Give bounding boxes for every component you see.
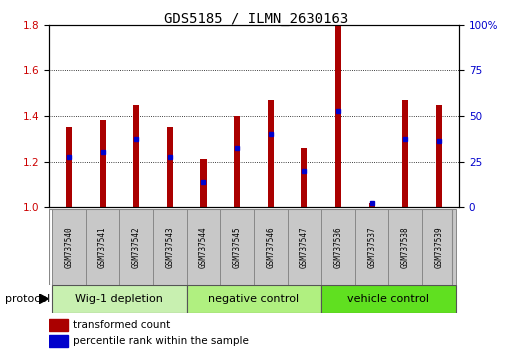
Bar: [52, 285, 187, 313]
Bar: [254, 209, 288, 285]
Bar: [120, 209, 153, 285]
Bar: [355, 209, 388, 285]
Bar: [301, 148, 307, 207]
Bar: [220, 209, 254, 285]
Text: protocol: protocol: [5, 294, 50, 304]
Bar: [167, 127, 173, 207]
Text: GSM737539: GSM737539: [435, 226, 443, 268]
Bar: [153, 209, 187, 285]
Text: Wig-1 depletion: Wig-1 depletion: [75, 294, 163, 304]
Bar: [52, 209, 86, 285]
Text: GSM737546: GSM737546: [266, 226, 275, 268]
Text: GSM737542: GSM737542: [132, 226, 141, 268]
Text: percentile rank within the sample: percentile rank within the sample: [73, 336, 249, 346]
Bar: [100, 120, 106, 207]
Bar: [402, 100, 408, 207]
Text: GSM737544: GSM737544: [199, 226, 208, 268]
Text: GSM737541: GSM737541: [98, 226, 107, 268]
Bar: [234, 116, 240, 207]
Text: GDS5185 / ILMN_2630163: GDS5185 / ILMN_2630163: [164, 12, 349, 27]
Bar: [335, 25, 341, 207]
Text: GSM737538: GSM737538: [401, 226, 410, 268]
Bar: [268, 100, 274, 207]
Bar: [187, 285, 321, 313]
Text: GSM737545: GSM737545: [232, 226, 242, 268]
Text: GSM737536: GSM737536: [333, 226, 343, 268]
Bar: [288, 209, 321, 285]
Polygon shape: [39, 294, 48, 304]
Text: transformed count: transformed count: [73, 320, 171, 330]
Text: vehicle control: vehicle control: [347, 294, 429, 304]
Text: negative control: negative control: [208, 294, 300, 304]
Text: GSM737540: GSM737540: [65, 226, 73, 268]
Bar: [49, 335, 68, 347]
Bar: [388, 209, 422, 285]
Text: GSM737543: GSM737543: [165, 226, 174, 268]
Bar: [86, 209, 120, 285]
Bar: [133, 104, 139, 207]
Text: GSM737547: GSM737547: [300, 226, 309, 268]
Bar: [422, 209, 456, 285]
Text: GSM737537: GSM737537: [367, 226, 376, 268]
Bar: [369, 202, 374, 207]
Bar: [187, 209, 220, 285]
Bar: [66, 127, 72, 207]
Bar: [321, 285, 456, 313]
Bar: [49, 319, 68, 331]
Bar: [436, 104, 442, 207]
Bar: [321, 209, 355, 285]
Bar: [201, 159, 207, 207]
